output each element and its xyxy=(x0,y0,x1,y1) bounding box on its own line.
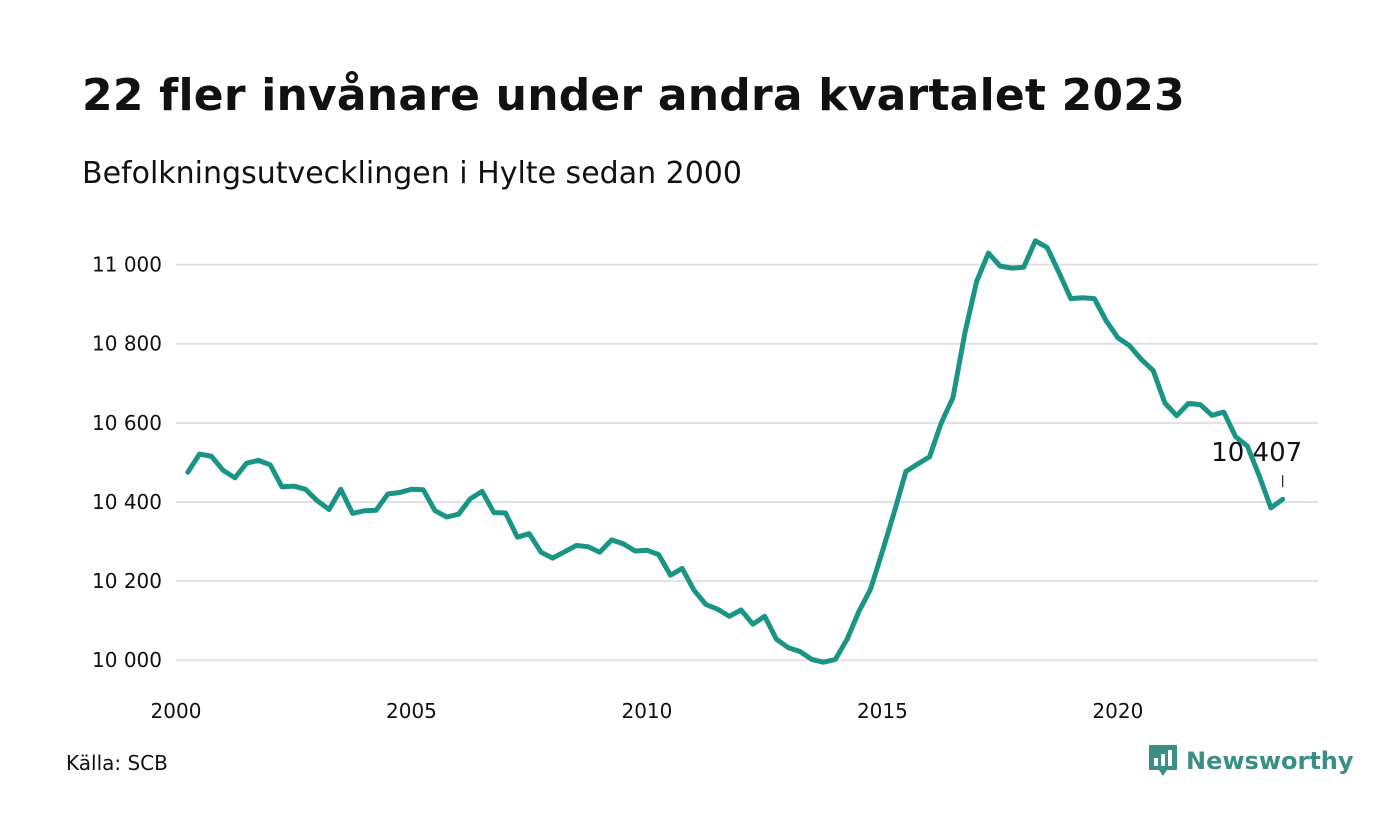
source-note: Källa: SCB xyxy=(66,751,168,775)
brand-logo[interactable]: Newsworthy xyxy=(1148,744,1354,778)
y-axis-ticks: 10 000 10 200 10 400 10 600 10 800 11 000 xyxy=(92,253,162,673)
y-tick-label: 10 400 xyxy=(92,490,162,514)
end-value-label: 10 407 xyxy=(1211,438,1302,468)
x-tick-label: 2005 xyxy=(386,699,437,723)
x-tick-label: 2015 xyxy=(857,699,908,723)
x-tick-label: 2000 xyxy=(151,699,202,723)
chart-title: 22 fler invånare under andra kvartalet 2… xyxy=(82,70,1185,121)
y-tick-label: 11 000 xyxy=(92,253,162,277)
y-tick-label: 10 800 xyxy=(92,332,162,356)
y-tick-label: 10 200 xyxy=(92,569,162,593)
y-tick-label: 10 000 xyxy=(92,648,162,672)
x-axis-ticks: 2000 2005 2010 2015 2020 xyxy=(151,699,1144,723)
x-tick-label: 2020 xyxy=(1092,699,1143,723)
brand-name: Newsworthy xyxy=(1186,747,1354,775)
newsworthy-logo-icon xyxy=(1149,745,1177,776)
population-series-line xyxy=(185,238,1286,665)
grid-lines xyxy=(176,263,1318,662)
chart-subtitle: Befolkningsutvecklingen i Hylte sedan 20… xyxy=(82,156,742,191)
y-tick-label: 10 600 xyxy=(92,411,162,435)
x-tick-label: 2010 xyxy=(621,699,672,723)
